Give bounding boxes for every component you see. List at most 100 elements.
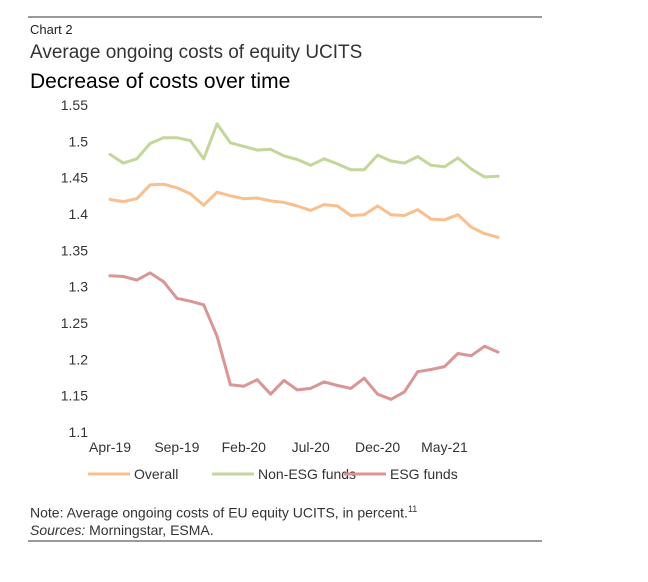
data-point [242, 384, 246, 388]
data-point [229, 141, 232, 145]
data-point [443, 165, 446, 169]
data-point [362, 168, 366, 172]
data-point [162, 182, 165, 186]
chart-sources: Sources: Morningstar, ESMA. [30, 522, 214, 538]
data-point [429, 217, 433, 221]
data-point [175, 136, 179, 140]
chart-title: Average ongoing costs of equity UCITS [30, 42, 363, 63]
data-point [402, 214, 406, 217]
y-tick-label: 1.15 [61, 388, 88, 404]
y-tick-label: 1.1 [69, 424, 89, 440]
data-point [336, 204, 339, 208]
data-point [135, 157, 139, 161]
data-point [309, 387, 313, 390]
data-point [456, 352, 460, 355]
data-point [402, 390, 406, 394]
data-point [269, 199, 272, 203]
legend-label: Overall [134, 466, 178, 482]
data-point [188, 192, 192, 196]
legend-label: ESG funds [390, 466, 458, 482]
data-point [148, 183, 152, 187]
data-point [188, 139, 192, 143]
y-tick-label: 1.5 [69, 133, 89, 149]
data-point [362, 376, 366, 380]
data-point [175, 186, 179, 190]
data-point [202, 203, 206, 207]
data-point [135, 197, 139, 201]
data-point [269, 147, 272, 151]
data-point [162, 136, 165, 140]
data-point [282, 201, 286, 204]
data-point [188, 299, 192, 303]
y-tick-label: 1.35 [61, 242, 88, 258]
data-point [309, 163, 313, 167]
data-point [376, 153, 379, 157]
data-point [496, 235, 500, 239]
data-point [429, 368, 433, 371]
data-point [496, 350, 500, 354]
data-point [456, 156, 460, 160]
y-tick-label: 1.55 [61, 97, 88, 113]
y-tick-label: 1.3 [69, 279, 89, 295]
data-point [242, 197, 246, 201]
series-line-non-esg-funds [108, 122, 500, 179]
y-tick-label: 1.4 [69, 206, 89, 222]
data-point [122, 161, 125, 165]
data-point [469, 167, 473, 171]
data-point [496, 174, 500, 178]
data-point [148, 271, 152, 275]
data-point [349, 214, 353, 217]
data-point [175, 296, 179, 300]
y-axis: 1.55 1.5 1.45 1.4 1.35 1.3 1.25 1.2 1.15 1.1 [61, 97, 88, 440]
x-tick-label: Dec-20 [355, 439, 400, 455]
data-point [202, 157, 206, 161]
sources-label: Sources: [30, 522, 86, 538]
bottom-rule [28, 540, 542, 542]
data-point [389, 397, 393, 401]
x-tick-label: Feb-20 [222, 439, 267, 455]
y-tick-label: 1.2 [69, 351, 89, 367]
data-point [135, 278, 139, 282]
data-point [483, 175, 486, 179]
data-point [389, 213, 393, 217]
data-point [456, 213, 460, 217]
chart-subtitle: Decrease of costs over time [30, 70, 291, 93]
data-point [162, 280, 165, 283]
series-line-esg-funds [108, 271, 500, 401]
data-point [469, 225, 473, 229]
data-point [469, 354, 473, 358]
data-point [108, 198, 112, 201]
data-point [255, 196, 259, 200]
data-point [215, 122, 219, 126]
chart-number-label: Chart 2 [30, 22, 73, 37]
data-point [429, 163, 433, 167]
series-lines [108, 122, 500, 401]
data-point [443, 218, 446, 222]
data-point [402, 161, 406, 165]
legend: Overall Non-ESG funds ESG funds [88, 466, 458, 482]
y-tick-label: 1.25 [61, 315, 88, 331]
data-point [269, 392, 272, 396]
data-point [295, 158, 299, 161]
data-point [122, 200, 125, 204]
series-line-overall [108, 182, 500, 239]
x-tick-label: May-21 [421, 439, 468, 455]
data-point [416, 370, 420, 374]
data-point [295, 204, 299, 208]
x-tick-label: Sep-19 [154, 439, 199, 455]
top-rule [28, 16, 542, 18]
data-point [389, 159, 393, 163]
data-point [148, 142, 152, 145]
data-point [349, 168, 353, 172]
chart-note: Note: Average ongoing costs of EU equity… [30, 504, 417, 521]
data-point [255, 148, 259, 152]
data-point [336, 384, 339, 387]
data-point [336, 162, 339, 166]
data-point [295, 388, 299, 392]
data-point [122, 275, 125, 278]
data-point [229, 194, 232, 198]
data-point [416, 155, 420, 159]
data-point [229, 383, 232, 387]
x-tick-label: Apr-19 [89, 439, 131, 455]
legend-label: Non-ESG funds [258, 466, 356, 482]
